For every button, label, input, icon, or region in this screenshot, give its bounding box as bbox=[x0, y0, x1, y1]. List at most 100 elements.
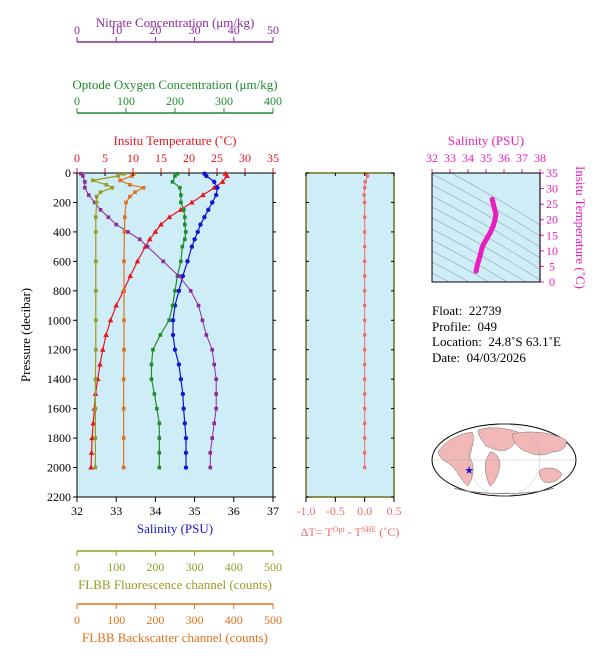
location-value: 24.8˚S 63.1˚E bbox=[488, 334, 561, 349]
oxygen-point bbox=[173, 289, 177, 293]
backscatter-tick-label: 400 bbox=[225, 613, 243, 627]
fluorescence-point bbox=[93, 465, 98, 470]
fluorescence-point bbox=[94, 289, 98, 293]
backscatter-tick-label: 100 bbox=[107, 613, 125, 627]
fluorescence-axis-title: FLBB Fluorescence channel (counts) bbox=[78, 577, 272, 592]
salinity-point bbox=[215, 185, 220, 190]
dt-point bbox=[362, 193, 366, 197]
ts-title: Salinity (PSU) bbox=[448, 133, 524, 148]
dt-point bbox=[363, 392, 367, 396]
y-tick-label: 1800 bbox=[47, 431, 71, 445]
ts-contour bbox=[432, 184, 540, 248]
oxygen-tick-label: 100 bbox=[117, 94, 135, 108]
ts-y-tick-label: 35 bbox=[546, 166, 558, 180]
salinity-point bbox=[176, 362, 182, 367]
salinity-series bbox=[170, 171, 220, 470]
salinity-point bbox=[192, 237, 197, 242]
temperature-tick-label: 15 bbox=[155, 151, 167, 165]
fluorescence-point bbox=[116, 174, 120, 178]
dt-point bbox=[363, 215, 367, 219]
dt-point bbox=[363, 451, 367, 455]
fluorescence-point bbox=[94, 318, 98, 323]
backscatter-point bbox=[123, 215, 127, 219]
salinity-point bbox=[176, 288, 182, 294]
temperature-point bbox=[90, 420, 97, 426]
nitrate-tick-label: 40 bbox=[228, 23, 240, 37]
backscatter-tick-label: 200 bbox=[146, 613, 164, 627]
ts-point bbox=[479, 245, 485, 251]
salinity-point bbox=[185, 259, 190, 264]
salinity-point bbox=[212, 179, 217, 185]
salinity-point bbox=[206, 207, 211, 213]
ts-point bbox=[491, 204, 497, 210]
nitrate-point bbox=[83, 185, 87, 190]
ts-y-tick-label: 20 bbox=[546, 213, 558, 227]
backscatter-tick-label: 500 bbox=[264, 613, 282, 627]
backscatter-point bbox=[122, 289, 126, 293]
backscatter-axis-title: FLBB Backscatter channel (counts) bbox=[82, 630, 268, 645]
salinity-point bbox=[195, 229, 200, 235]
float-id: Float: 22739 bbox=[432, 303, 561, 319]
dt-point bbox=[363, 377, 367, 381]
nitrate-point bbox=[86, 193, 91, 197]
ts-x-tick-label: 37 bbox=[516, 151, 528, 165]
temperature-axis-title: Insitu Temperature (˚C) bbox=[113, 133, 236, 148]
oxygen-point bbox=[155, 406, 159, 411]
temperature-point bbox=[158, 221, 164, 227]
oxygen-point bbox=[179, 193, 183, 197]
profile-label: Profile: bbox=[432, 318, 471, 334]
backscatter-point bbox=[122, 347, 126, 352]
salinity-point bbox=[189, 244, 195, 249]
float-value: 22739 bbox=[468, 303, 502, 318]
ts-y-axis-label: Insitu Temperature (˚C) bbox=[573, 166, 588, 289]
salinity-tick-label: 33 bbox=[110, 504, 122, 518]
dt-point bbox=[363, 436, 367, 440]
backscatter-series bbox=[118, 171, 146, 470]
temperature-tick-label: 35 bbox=[267, 151, 279, 165]
float-label: Float: bbox=[432, 303, 463, 318]
salinity-point bbox=[204, 173, 209, 179]
temperature-point bbox=[177, 206, 184, 212]
fluorescence-point bbox=[94, 194, 99, 199]
fluorescence-tick-label: 100 bbox=[107, 560, 125, 574]
temperature-point bbox=[219, 178, 226, 184]
oxygen-point bbox=[157, 436, 162, 440]
ts-point bbox=[484, 235, 490, 241]
oxygen-point bbox=[151, 347, 155, 352]
oxygen-point bbox=[179, 200, 183, 205]
salinity-point bbox=[170, 332, 176, 338]
oxygen-point bbox=[182, 208, 186, 212]
ts-plot-area bbox=[431, 172, 541, 283]
temperature-point bbox=[97, 361, 103, 367]
nitrate-point bbox=[200, 318, 205, 323]
profile-value: 049 bbox=[477, 318, 498, 334]
fluorescence-point bbox=[122, 171, 126, 176]
dt-point bbox=[363, 259, 367, 263]
nitrate-point bbox=[214, 392, 218, 396]
nitrate-point bbox=[161, 259, 166, 264]
ts-contour bbox=[432, 261, 470, 282]
fluorescence-point bbox=[93, 377, 98, 381]
dt-point bbox=[363, 318, 367, 322]
dt-axis-title: ΔT= TOpt - TSBE (˚C) bbox=[301, 525, 400, 540]
fluorescence-tick-label: 300 bbox=[186, 560, 204, 574]
dt-point bbox=[363, 180, 367, 184]
profile-id: Profile: 049 bbox=[432, 319, 561, 335]
y-tick-label: 1400 bbox=[47, 372, 71, 386]
map-land bbox=[437, 427, 567, 494]
nitrate-axis-title: Nitrate Concentration (μm/kg) bbox=[96, 15, 255, 30]
ts-contour bbox=[432, 250, 490, 282]
ts-point bbox=[493, 210, 499, 216]
salinity-point bbox=[198, 222, 203, 227]
fluorescence-series bbox=[90, 171, 126, 470]
temperature-point bbox=[147, 236, 153, 242]
fluorescence-tick-label: 0 bbox=[74, 560, 80, 574]
y-axis-label: Pressure (decibar) bbox=[18, 288, 33, 382]
oxygen-point bbox=[158, 333, 163, 337]
oxygen-point bbox=[173, 174, 177, 178]
fluorescence-point bbox=[93, 436, 98, 440]
salinity-point bbox=[172, 347, 178, 352]
backscatter-point bbox=[121, 436, 126, 440]
dt-point bbox=[363, 230, 367, 234]
